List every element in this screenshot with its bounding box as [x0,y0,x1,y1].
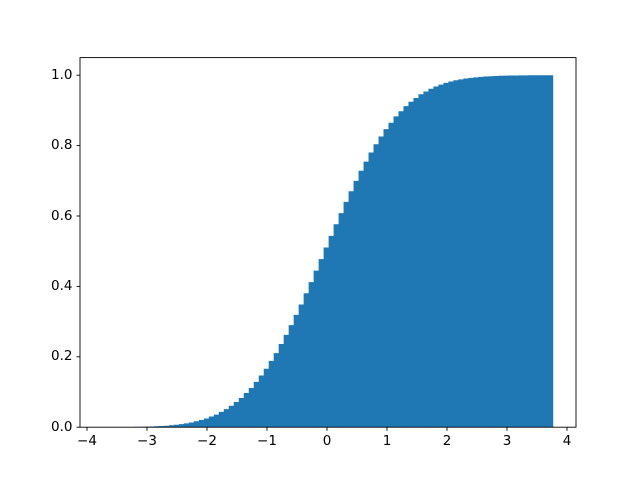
axes-spines [79,57,577,428]
cumulative-histogram-area [99,75,554,428]
axis-ticks [76,74,568,431]
